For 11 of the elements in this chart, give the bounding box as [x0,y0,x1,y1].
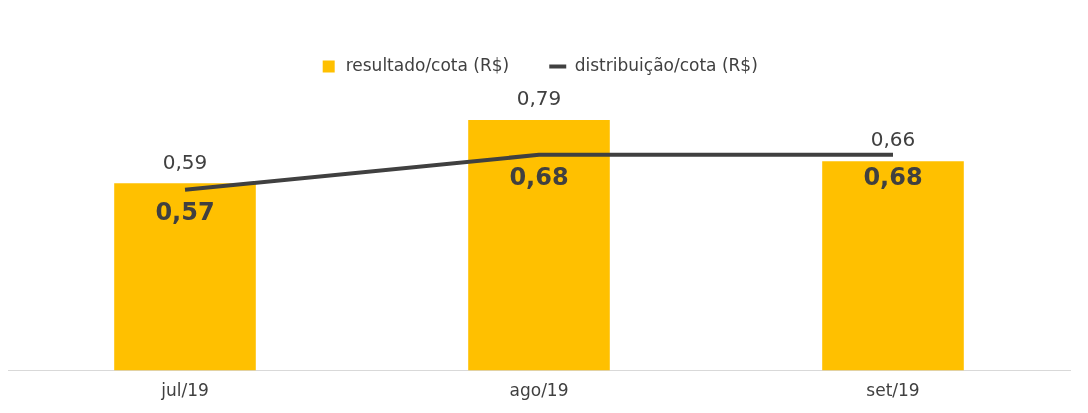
data-label: 0,66 [870,127,916,152]
data-label: 0,57 [155,197,215,226]
data-label: 0,79 [516,86,562,111]
legend-label: distribuição/cota (R$) [574,54,758,75]
data-label: 0,68 [863,163,923,192]
data-label: 0,59 [162,149,208,174]
legend-label: resultado/cota (R$) [345,54,510,75]
x-tick-label: set/19 [866,380,920,401]
data-label: 0,68 [509,163,569,192]
x-tick-label: jul/19 [160,380,209,401]
x-tick-label: ago/19 [509,380,569,401]
